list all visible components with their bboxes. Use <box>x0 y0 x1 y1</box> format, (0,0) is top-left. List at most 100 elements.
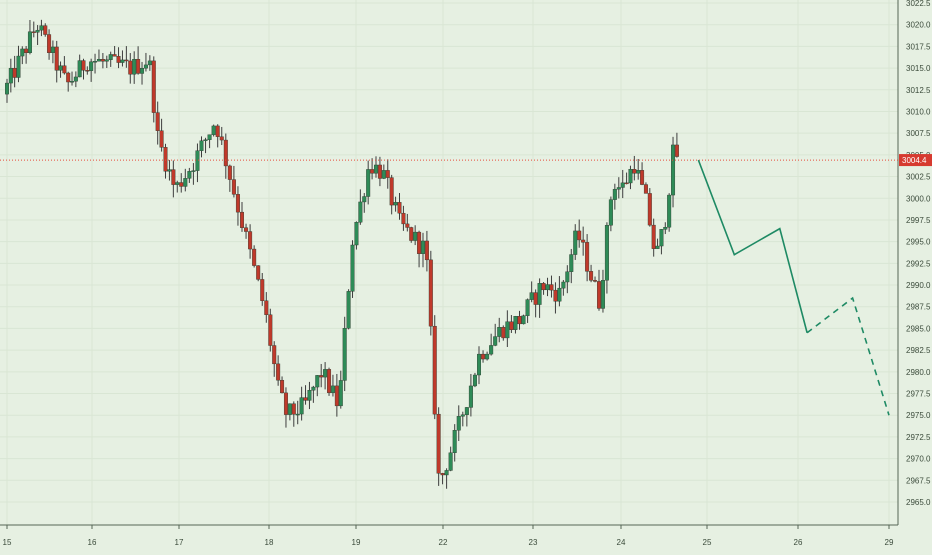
candle-body <box>401 212 406 225</box>
y-tick-label: 3015.0 <box>906 64 931 73</box>
candle-body <box>549 284 554 291</box>
candle-body <box>264 300 269 315</box>
y-tick-label: 2982.5 <box>906 346 931 355</box>
candle-body <box>112 54 117 57</box>
candle-body <box>303 397 308 401</box>
candle-body <box>472 374 477 387</box>
candle-body <box>481 353 486 360</box>
candle-body <box>299 397 304 415</box>
candle-body <box>521 315 526 325</box>
candle-body <box>513 316 518 330</box>
candle-body <box>272 345 277 365</box>
candle-body <box>358 201 363 223</box>
candle-body <box>231 179 236 195</box>
candle-body <box>291 403 296 415</box>
candle-body <box>537 283 542 305</box>
candle-body <box>608 199 613 226</box>
x-tick-label: 29 <box>885 538 894 547</box>
candle-body <box>100 59 105 62</box>
candle-body <box>311 386 316 391</box>
candle-body <box>620 182 625 188</box>
candle-body <box>175 182 180 185</box>
candle-body <box>191 170 196 172</box>
candle-body <box>73 76 78 82</box>
candle-body <box>96 59 101 62</box>
candle-body <box>577 230 582 241</box>
candle-body <box>593 280 598 282</box>
candle-body <box>323 369 328 378</box>
y-tick-label: 2987.5 <box>906 303 931 312</box>
candle-body <box>171 169 176 185</box>
candle-body <box>151 60 156 113</box>
x-tick-label: 25 <box>703 538 712 547</box>
candle-body <box>643 184 648 194</box>
candle-body <box>477 353 482 376</box>
candle-body <box>545 284 550 291</box>
x-tick-label: 16 <box>88 538 97 547</box>
candle-body <box>207 134 212 140</box>
candle-body <box>199 140 204 151</box>
candle-body <box>39 25 44 31</box>
y-tick-label: 2995.0 <box>906 238 931 247</box>
y-tick-label: 3020.0 <box>906 21 931 30</box>
current-price-label: 3004.4 <box>902 156 927 165</box>
candle-body <box>155 112 160 131</box>
candle-body <box>211 125 216 135</box>
candle-body <box>393 202 398 206</box>
candle-body <box>132 59 137 75</box>
candle-body <box>143 64 148 69</box>
candle-body <box>428 259 433 327</box>
projection-dashed-line <box>806 296 890 416</box>
y-tick-label: 2965.0 <box>906 498 931 507</box>
candle-body <box>517 316 522 325</box>
candle-body <box>456 416 461 431</box>
candle-body <box>420 240 425 254</box>
candle-body <box>397 202 402 214</box>
candle-body <box>612 188 617 200</box>
candle-body <box>565 271 570 283</box>
candle-body <box>489 345 494 355</box>
candle-body <box>235 194 240 213</box>
candle-body <box>647 193 652 226</box>
candle-body <box>239 211 244 228</box>
candle-body <box>183 178 188 187</box>
candle-body <box>655 245 660 249</box>
candle-body <box>334 385 339 407</box>
candle-body <box>136 59 141 74</box>
y-tick-label: 2992.5 <box>906 259 931 268</box>
candle-body <box>525 299 530 316</box>
candle-body <box>413 231 418 241</box>
candle-body <box>604 225 609 281</box>
candle-body <box>452 430 457 453</box>
x-tick-label: 24 <box>617 538 626 547</box>
candle-body <box>636 170 641 174</box>
candle-body <box>581 239 586 243</box>
candle-body <box>366 169 371 197</box>
candle-body <box>85 70 90 72</box>
candle-body <box>377 164 382 179</box>
candle-body <box>120 59 125 63</box>
candle-body <box>319 375 324 378</box>
candle-body <box>381 170 386 179</box>
candle-body <box>108 54 113 60</box>
candle-body <box>12 67 17 78</box>
candle-body <box>436 413 441 474</box>
candle-body <box>276 363 281 381</box>
candle-body <box>187 171 192 179</box>
candle-body <box>569 254 574 272</box>
y-tick-label: 2972.5 <box>906 433 931 442</box>
candle-body <box>374 164 379 174</box>
y-tick-label: 3000.0 <box>906 194 931 203</box>
candle-body <box>195 150 200 171</box>
candle-body <box>4 82 9 95</box>
candle-body <box>66 72 71 83</box>
candle-body <box>417 231 422 254</box>
y-tick-label: 3017.5 <box>906 42 931 51</box>
x-tick-label: 17 <box>175 538 184 547</box>
x-tick-label: 19 <box>352 538 361 547</box>
candle-body <box>632 169 637 174</box>
candle-body <box>89 61 94 71</box>
candle-body <box>54 46 59 71</box>
candle-body <box>616 187 621 190</box>
candle-body <box>485 353 490 360</box>
